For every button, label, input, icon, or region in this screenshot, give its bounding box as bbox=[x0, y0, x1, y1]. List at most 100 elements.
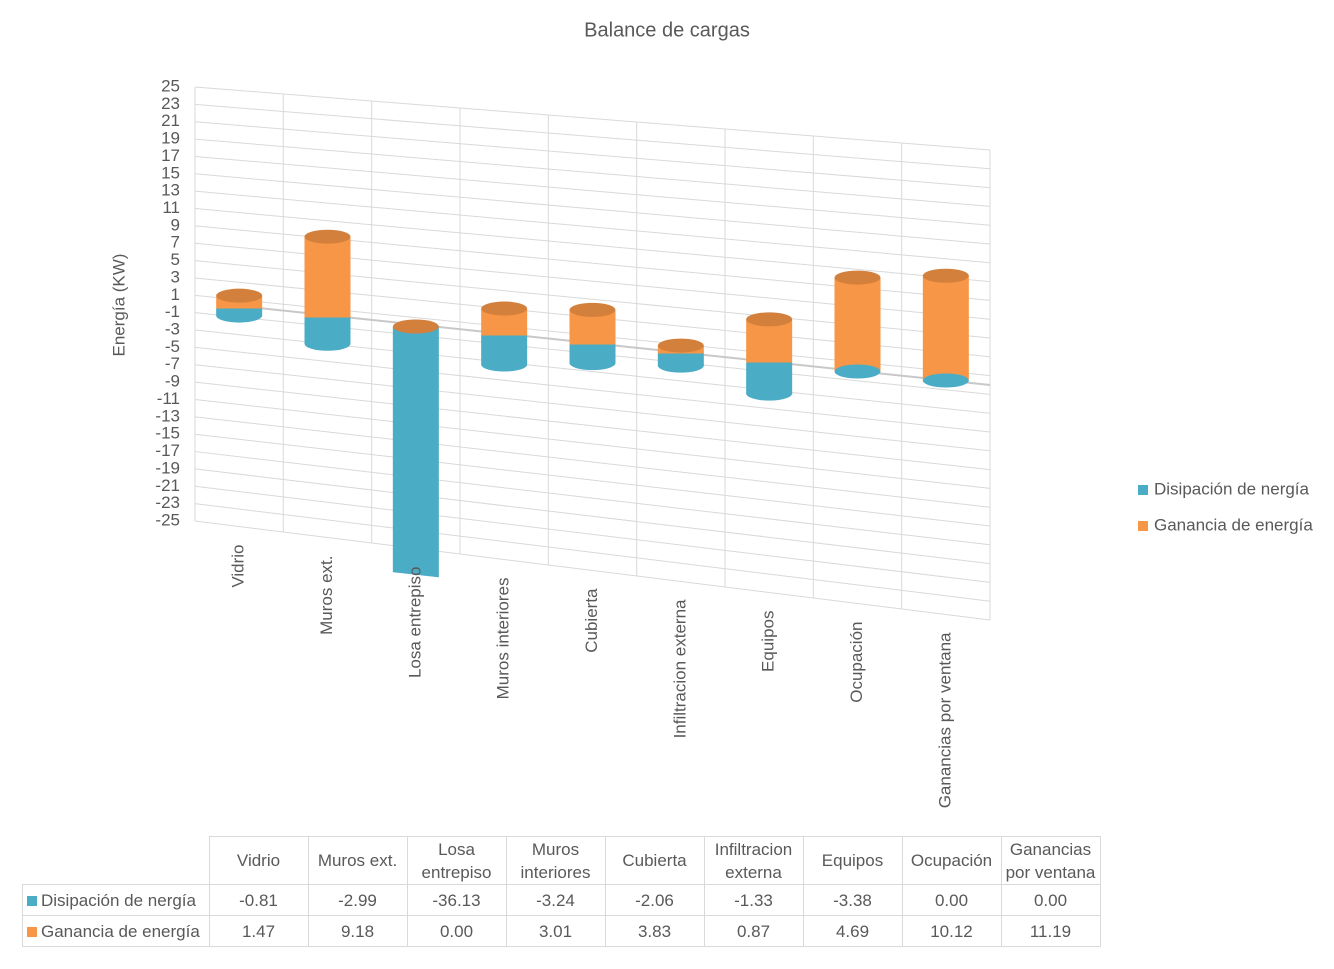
grid-line bbox=[194, 155, 991, 226]
table-header-cell: Losa entrepiso bbox=[406, 836, 507, 885]
x-tick-label: Muros interiores bbox=[494, 578, 513, 700]
x-tick-label: Muros ext. bbox=[317, 556, 336, 635]
table-value: -0.81 bbox=[208, 884, 309, 916]
y-tick-label: 5 bbox=[171, 250, 180, 269]
table-value: 11.19 bbox=[1000, 915, 1101, 947]
y-tick-label: -19 bbox=[155, 458, 180, 477]
table-header-cell: Cubierta bbox=[604, 836, 705, 885]
table-value: 4.69 bbox=[802, 915, 903, 947]
bar-top-cap bbox=[922, 268, 969, 283]
grid-line bbox=[194, 103, 991, 170]
table-value: -3.24 bbox=[505, 884, 606, 916]
y-tick-label: -11 bbox=[157, 389, 180, 408]
y-tick-label: 7 bbox=[171, 233, 180, 252]
table-value: 0.00 bbox=[901, 884, 1002, 916]
y-tick-label: -7 bbox=[165, 354, 180, 373]
series-name: Disipación de nergía bbox=[41, 890, 196, 910]
data-table: Vidrio Muros ext. Losa entrepiso Muros inte… bbox=[22, 836, 1101, 947]
bar-top-cap bbox=[216, 288, 263, 303]
y-tick-label: 9 bbox=[171, 215, 180, 234]
x-tick-label: Losa entrepiso bbox=[405, 567, 424, 679]
grid-line bbox=[194, 346, 991, 433]
y-tick-label: -13 bbox=[155, 406, 180, 425]
y-tick-label: 11 bbox=[162, 198, 180, 217]
bar-bottom-cap bbox=[746, 386, 793, 401]
table-header-cell: Muros interiores bbox=[505, 836, 606, 885]
grid-line bbox=[194, 208, 991, 283]
bar-top-cap bbox=[481, 301, 528, 316]
table-corner bbox=[23, 837, 210, 885]
bar-bottom-cap bbox=[481, 357, 528, 372]
grid-line bbox=[194, 398, 991, 489]
grid-line bbox=[194, 468, 991, 565]
grid-line bbox=[194, 503, 991, 602]
grid-line bbox=[194, 138, 991, 207]
bar-bottom-cap bbox=[216, 308, 263, 323]
y-tick-label: -15 bbox=[155, 424, 180, 443]
y-tick-label: 13 bbox=[161, 181, 180, 200]
table-row: Ganancia de energía 1.47 9.18 0.00 3.01 3.83 0… bbox=[22, 915, 1101, 947]
y-tick-label: 17 bbox=[161, 146, 180, 165]
table-value: -1.33 bbox=[703, 884, 804, 916]
table-value: 0.87 bbox=[703, 915, 804, 947]
table-header-cell: Infiltracion externa bbox=[703, 836, 804, 885]
x-tick-label: Cubierta bbox=[582, 588, 601, 653]
bar-segment bbox=[834, 277, 881, 372]
grid-line bbox=[194, 451, 991, 546]
legend-swatch bbox=[27, 926, 37, 937]
y-tick-label: 15 bbox=[161, 163, 180, 182]
y-tick-label: -5 bbox=[165, 337, 180, 356]
table-value: 10.12 bbox=[901, 915, 1002, 947]
chart: Balance de cargas Energía (KW) -25-23-21… bbox=[109, 19, 1313, 808]
grid-line bbox=[194, 173, 991, 245]
bar-bottom-cap bbox=[922, 373, 969, 388]
y-tick-label: -1 bbox=[165, 302, 180, 321]
y-tick-label: 1 bbox=[171, 285, 180, 304]
y-tick-label: -21 bbox=[155, 476, 180, 495]
table-value: 3.83 bbox=[604, 915, 705, 947]
series-name: Ganancia de energía bbox=[41, 921, 200, 941]
x-tick-label: Ocupación bbox=[847, 622, 866, 703]
grid-line bbox=[194, 121, 991, 189]
legend-label: Disipación de nergía bbox=[1154, 479, 1310, 498]
bar-bottom-cap bbox=[569, 356, 616, 371]
table-header-cell: Vidrio bbox=[208, 836, 309, 885]
x-tick-label: Equipos bbox=[759, 611, 778, 672]
table-value: -3.38 bbox=[802, 884, 903, 916]
legend-swatch bbox=[1138, 485, 1148, 495]
table-header-cell: Equipos bbox=[802, 836, 903, 885]
table-value: 1.47 bbox=[208, 915, 309, 947]
y-tick-label: -23 bbox=[155, 493, 180, 512]
bar-top-cap bbox=[392, 319, 439, 334]
legend-swatch bbox=[1138, 521, 1148, 531]
y-axis-label: Energía (KW) bbox=[109, 254, 128, 357]
grid-line bbox=[194, 485, 991, 583]
y-tick-label: -3 bbox=[165, 320, 180, 339]
bar-top-cap bbox=[657, 338, 704, 353]
grid-line bbox=[194, 86, 991, 151]
bar-segment bbox=[922, 275, 969, 381]
table-row-label: Disipación de nergía bbox=[22, 884, 210, 916]
bar-bottom-cap bbox=[834, 364, 881, 379]
table-row-label: Ganancia de energía bbox=[22, 915, 210, 947]
table-value: -2.99 bbox=[307, 884, 408, 916]
grid-line bbox=[194, 190, 991, 264]
y-tick-label: 3 bbox=[171, 267, 180, 286]
x-tick-label: Vidrio bbox=[229, 545, 248, 588]
table-header-cell: Ocupación bbox=[901, 836, 1002, 885]
bar-segment bbox=[746, 319, 793, 363]
legend-label: Ganancia de energía bbox=[1154, 515, 1313, 534]
legend-swatch bbox=[27, 895, 37, 906]
bar-top-cap bbox=[304, 229, 351, 244]
bar-top-cap bbox=[746, 312, 793, 327]
grid-line bbox=[194, 364, 991, 452]
table-value: 0.00 bbox=[406, 915, 507, 947]
x-tick-label: Infiltracion externa bbox=[670, 599, 689, 738]
grid-line bbox=[194, 416, 991, 508]
bar-segment bbox=[304, 236, 351, 318]
y-tick-label: 21 bbox=[161, 111, 180, 130]
grid-line bbox=[194, 433, 991, 527]
table-value: 9.18 bbox=[307, 915, 408, 947]
bar-bottom-cap bbox=[304, 336, 351, 351]
